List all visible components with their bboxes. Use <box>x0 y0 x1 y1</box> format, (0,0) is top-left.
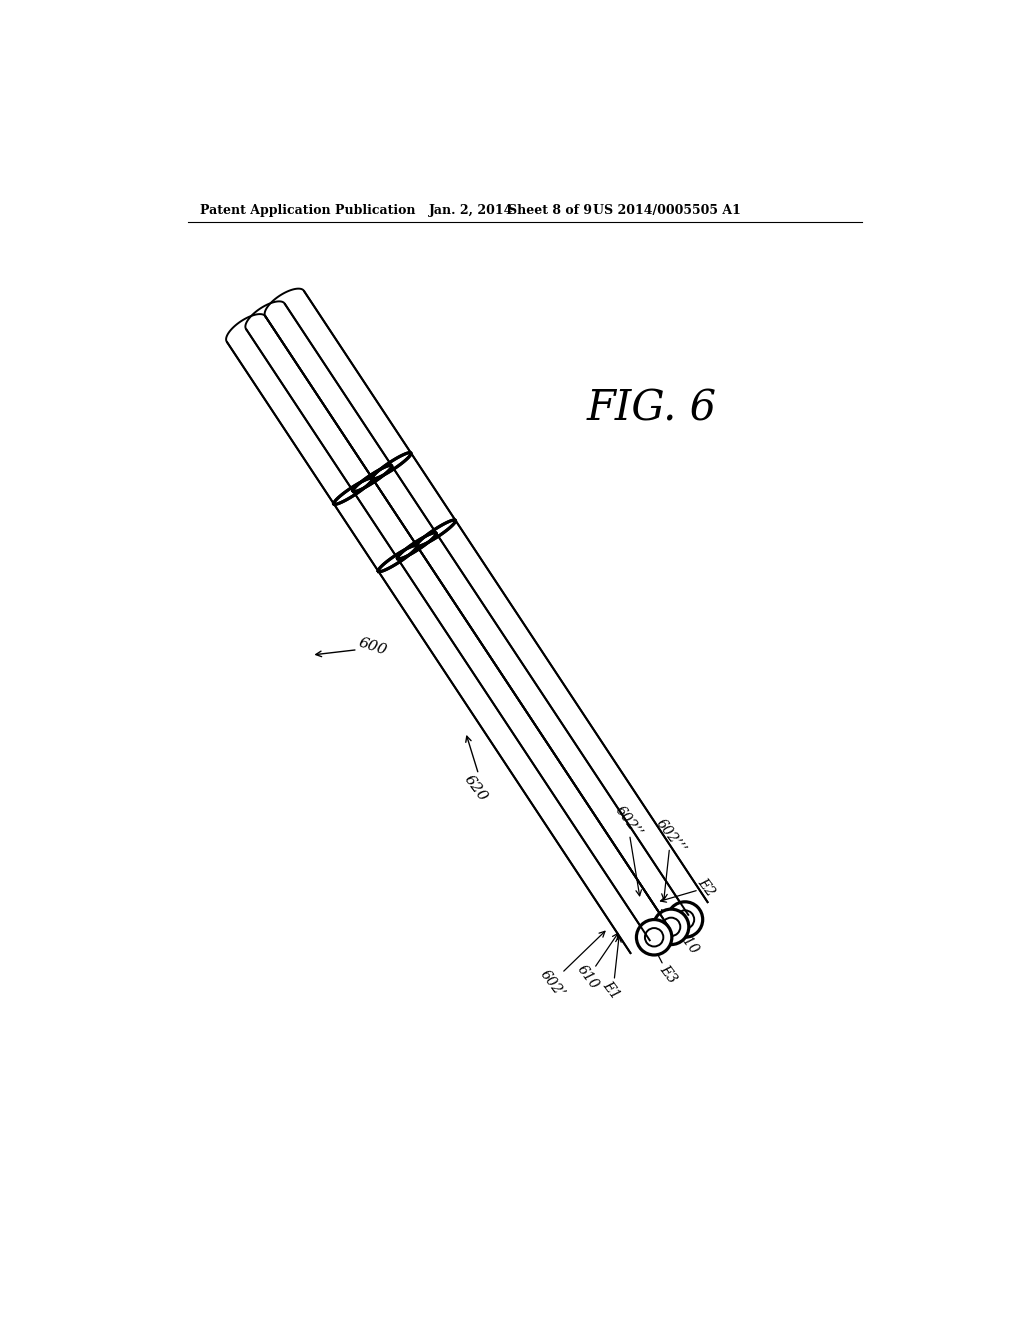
Text: Patent Application Publication: Patent Application Publication <box>200 205 416 218</box>
Text: 610: 610 <box>574 962 601 993</box>
Text: US 2014/0005505 A1: US 2014/0005505 A1 <box>593 205 740 218</box>
Text: 602’’: 602’’ <box>611 804 644 841</box>
Circle shape <box>676 911 694 929</box>
Circle shape <box>662 917 680 936</box>
Text: E3: E3 <box>656 962 679 986</box>
Text: 600: 600 <box>357 635 389 657</box>
Circle shape <box>645 928 664 946</box>
Text: 620: 620 <box>461 772 489 804</box>
Text: 602’’’: 602’’’ <box>653 816 689 857</box>
Text: Sheet 8 of 9: Sheet 8 of 9 <box>508 205 592 218</box>
Circle shape <box>637 920 672 954</box>
Text: 602’: 602’ <box>538 968 567 1001</box>
Text: E2: E2 <box>695 875 718 899</box>
Text: FIG. 6: FIG. 6 <box>587 388 717 429</box>
Text: 610: 610 <box>675 928 701 957</box>
Text: Jan. 2, 2014: Jan. 2, 2014 <box>429 205 514 218</box>
Text: E1: E1 <box>600 978 623 1002</box>
Circle shape <box>668 902 702 937</box>
Circle shape <box>653 909 689 945</box>
